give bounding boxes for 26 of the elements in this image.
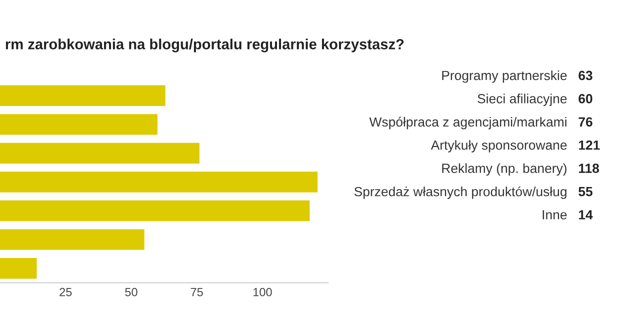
category-label: Współpraca z agencjami/markami [369, 116, 566, 130]
category-label: Sprzedaż własnych produktów/usług [354, 186, 566, 199]
bar [0, 114, 158, 135]
x-tick-label: 50 [125, 288, 138, 296]
x-tick-label: 75 [190, 288, 203, 296]
bar [0, 142, 200, 164]
bar [0, 200, 310, 222]
x-tick-label: 100 [254, 288, 272, 296]
data-label: 121 [578, 140, 600, 150]
x-tick-label: 25 [60, 288, 72, 296]
bar [0, 229, 144, 250]
category-label: Artykuły sponsorowane [430, 140, 567, 152]
category-label: Programy partnerskie [442, 70, 567, 83]
data-label: 76 [578, 117, 592, 127]
data-label: 55 [578, 187, 592, 196]
chart-title: rm zarobkowania na blogu/portalu regularnie korzystasz? [6, 38, 404, 52]
data-label: 14 [578, 210, 593, 220]
category-label: Reklamy (np. banery) [442, 163, 566, 176]
data-label: 60 [578, 94, 592, 104]
bar [0, 85, 166, 106]
category-label: Sieci afiliacyjne [478, 94, 567, 106]
data-label: 118 [578, 164, 600, 174]
data-label: 63 [578, 70, 592, 80]
bar [0, 172, 318, 192]
bar [0, 258, 37, 279]
category-label: Inne [542, 210, 567, 220]
